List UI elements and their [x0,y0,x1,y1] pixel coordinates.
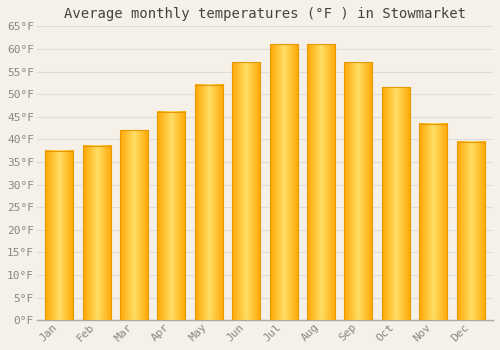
Bar [232,62,260,320]
Bar [158,112,186,320]
Bar [419,124,447,320]
Bar [120,130,148,320]
Bar [382,88,410,320]
Bar [307,44,335,320]
Bar [344,62,372,320]
Bar [45,150,73,320]
Bar [82,146,110,320]
Title: Average monthly temperatures (°F ) in Stowmarket: Average monthly temperatures (°F ) in St… [64,7,466,21]
Bar [270,44,297,320]
Bar [456,142,484,320]
Bar [195,85,223,320]
